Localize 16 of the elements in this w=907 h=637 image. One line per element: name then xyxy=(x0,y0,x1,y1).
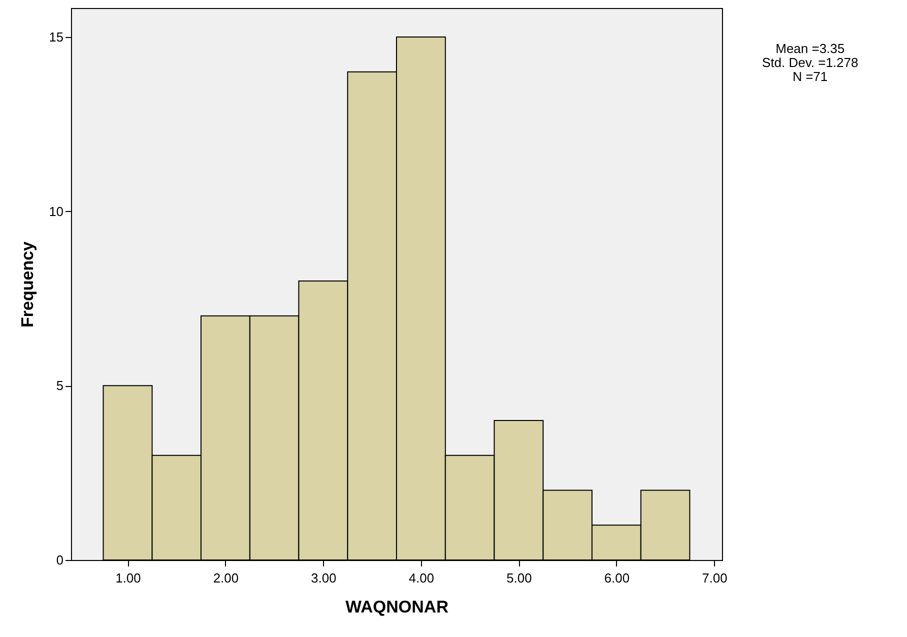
y-tick-label: 5 xyxy=(56,378,64,394)
x-tick-label: 5.00 xyxy=(506,570,532,586)
text: N =71 xyxy=(792,69,829,84)
y-tick-label: 15 xyxy=(49,29,64,44)
x-tick-label: 4.00 xyxy=(408,570,434,586)
y-axis-title: Frequency xyxy=(18,240,38,328)
y-tick-label: 0 xyxy=(56,552,64,568)
x-tick-label: 2.00 xyxy=(213,570,239,586)
text: Std. Dev. =1.278 xyxy=(762,55,858,70)
x-tick-label: 1.00 xyxy=(116,570,141,586)
x-axis-title: WAQNONAR xyxy=(346,598,448,616)
x-tick-label: 6.00 xyxy=(604,570,630,586)
text: Mean =3.35 xyxy=(774,41,846,56)
x-tick-label: 3.00 xyxy=(311,570,336,586)
x-tick-label: 7.00 xyxy=(702,570,728,586)
y-tick-label: 10 xyxy=(49,204,64,219)
